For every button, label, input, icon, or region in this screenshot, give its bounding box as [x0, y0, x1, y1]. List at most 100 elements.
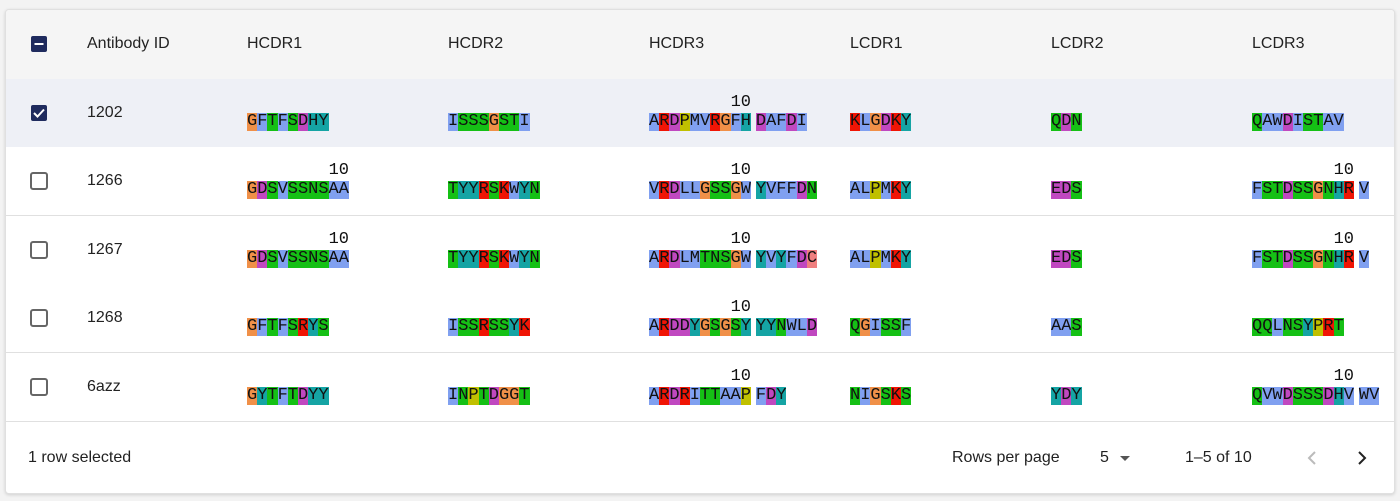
residue: R: [1343, 248, 1354, 268]
residue: G: [730, 248, 741, 268]
rows-per-page-label: Rows per page: [952, 449, 1060, 466]
header-row: Antibody ID HCDR1 HCDR2 HCDR3 LCDR1 LCDR2 LCDR…: [6, 10, 1394, 80]
residue: G: [699, 180, 711, 200]
residue: Q: [850, 317, 861, 337]
residue: D: [796, 248, 807, 268]
row-checkbox[interactable]: [29, 377, 49, 397]
residue: T: [1333, 317, 1344, 337]
residue: Y: [318, 385, 329, 405]
residue: V: [1262, 385, 1273, 405]
cdr-sequence: ARDDYGSGSY YYNWLD: [649, 317, 818, 337]
residue: V: [649, 180, 660, 200]
residue: G: [870, 112, 881, 131]
residue: R: [659, 180, 670, 200]
residue: H: [1333, 180, 1344, 200]
residue: R: [659, 317, 670, 337]
antibody-id: 6azz: [87, 377, 121, 395]
residue: S: [498, 112, 510, 131]
column-header: LCDR2: [1051, 35, 1104, 52]
residue: Y: [468, 248, 479, 268]
residue: F: [755, 385, 767, 405]
residue: W: [740, 248, 751, 268]
residue: Q: [1051, 112, 1062, 131]
residue: S: [1292, 385, 1303, 405]
selection-count: 1 row selected: [28, 449, 132, 466]
cdr-sequence: GFTFSDHY: [247, 113, 329, 131]
residue: D: [755, 112, 767, 131]
residue: S: [287, 317, 298, 337]
residue: N: [529, 180, 540, 200]
table-row[interactable]: 1266 GDSVSSNSAA 10 TYYRSKWYN VRDLLGSSGW YVFFD…: [6, 147, 1394, 217]
residue: T: [509, 112, 520, 131]
residue: D: [257, 180, 268, 200]
dropdown-arrow[interactable]: [1118, 452, 1132, 464]
residue: D: [1282, 112, 1293, 131]
residue: L: [860, 112, 871, 131]
residue: P: [1313, 317, 1324, 337]
residue: T: [699, 248, 711, 268]
residue: F: [257, 112, 268, 131]
row-checkbox[interactable]: [29, 308, 49, 328]
residue: S: [720, 248, 731, 268]
residue: S: [1292, 317, 1303, 337]
residue: S: [297, 180, 309, 200]
residue: G: [720, 112, 731, 131]
residue: Y: [900, 248, 912, 268]
residue: A: [328, 180, 339, 200]
residue: N: [806, 180, 818, 200]
residue: S: [458, 112, 469, 131]
residue: V: [1343, 385, 1354, 405]
table-row[interactable]: 1268 GFTFSRYS ISSRSSYK ARDDYGSGSY YYNWLD 10 QG…: [6, 284, 1394, 354]
previous-page-button[interactable]: [1302, 448, 1322, 468]
residue: A: [338, 180, 349, 200]
residue: A: [766, 112, 777, 131]
cdr-sequence: YDY: [1051, 385, 1082, 405]
row-checkbox[interactable]: [29, 240, 49, 260]
residue: K: [890, 248, 901, 268]
residue: K: [498, 248, 510, 268]
residue: P: [740, 385, 751, 405]
residue: N: [308, 180, 319, 200]
residue: H: [740, 112, 751, 131]
residue: Y: [308, 385, 319, 405]
residue: Y: [458, 180, 469, 200]
residue: V: [1333, 112, 1344, 131]
row-checkbox[interactable]: [29, 171, 49, 191]
residue: Y: [519, 248, 530, 268]
column-header: HCDR1: [247, 35, 303, 52]
residue: T: [267, 385, 278, 405]
residue: S: [900, 385, 912, 405]
residue: K: [519, 317, 530, 337]
cdr-sequence: QGISSF: [850, 317, 911, 337]
cdr-sequence: EDS: [1051, 248, 1082, 268]
rows-per-page-select[interactable]: 5: [1100, 449, 1109, 466]
row-checkbox[interactable]: [29, 103, 49, 123]
antibody-id: 1267: [87, 240, 123, 258]
next-page-button[interactable]: [1352, 448, 1372, 468]
table-row[interactable]: 1202 GFTFSDHY ISSSGSTI ARDPMVRGFH DAFDI 10 KLG…: [6, 79, 1394, 148]
residue: D: [806, 317, 818, 337]
cdr-sequence: AAS: [1051, 317, 1082, 337]
residue: A: [1051, 317, 1062, 337]
residue: E: [1051, 248, 1062, 268]
residue: I: [870, 317, 881, 337]
data-table: Antibody ID HCDR1 HCDR2 HCDR3 LCDR1 LCDR2 LCDR…: [5, 9, 1395, 494]
residue: F: [776, 112, 787, 131]
residue: L: [860, 180, 871, 200]
residue: G: [699, 317, 711, 337]
row-checkbox[interactable]: [29, 34, 49, 54]
residue: F: [277, 112, 288, 131]
table-row[interactable]: 1267 GDSVSSNSAA 10 TYYRSKWYN ARDLMTNSGW YVYFD…: [6, 215, 1394, 285]
residue: D: [669, 180, 680, 200]
column-header: Antibody ID: [87, 35, 170, 52]
residue: W: [1358, 385, 1370, 405]
residue: V: [1358, 248, 1370, 268]
residue: L: [689, 180, 700, 200]
cdr-sequence: GFTFSRYS: [247, 317, 329, 337]
table-row[interactable]: 6azz GYTFTDYY INPTDGGT ARDRITTAAP FDY 10 NIGSK…: [6, 352, 1394, 422]
residue: Y: [257, 385, 268, 405]
residue: Y: [1071, 385, 1082, 405]
residue: K: [890, 180, 901, 200]
residue: Y: [1302, 317, 1314, 337]
